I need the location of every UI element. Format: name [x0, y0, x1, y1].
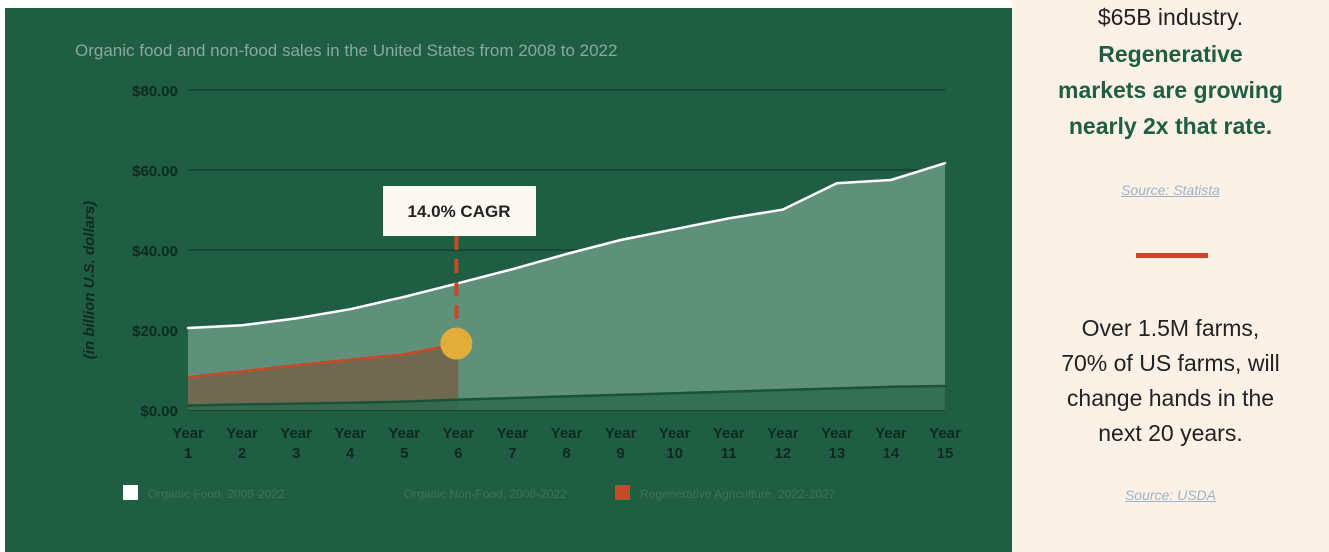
y-axis-label: (in billion U.S. dollars) — [81, 201, 98, 359]
x-tick-label: Year 13 — [821, 425, 853, 462]
divider-bar — [1136, 253, 1208, 258]
legend-label: Organic Food, 2008-2022 — [148, 487, 285, 501]
organic-non-food-point — [187, 404, 189, 407]
x-tick-label: Year 3 — [280, 425, 312, 462]
organic-non-food-point — [241, 403, 244, 406]
legend-label: Organic Non-Food, 2008-2022 — [404, 487, 567, 501]
organic-non-food-point — [511, 397, 514, 399]
y-tick-label: $0.00 — [140, 403, 178, 420]
y-tick-label: $40.00 — [132, 243, 178, 260]
area-chart: $0.00 $20.00 $40.00 $60.00 $80.00 14.0% CAGR Y… — [81, 83, 961, 501]
x-tick-label: Year 6 — [443, 425, 475, 462]
organic-food-point — [781, 208, 784, 211]
regenerative-growth-text: Regenerative markets are growing nearly … — [1058, 41, 1283, 139]
regenerative-line — [187, 342, 459, 379]
organic-food-point — [889, 178, 893, 182]
regenerative-area — [188, 343, 459, 410]
organic-food-point — [943, 162, 947, 165]
organic-food-point — [673, 228, 676, 231]
x-tick-label: Year 5 — [388, 425, 420, 462]
organic-food-point — [619, 238, 622, 242]
legend-label: Regenerative Agriculture, 2022-2027 — [640, 487, 836, 501]
organic-food-point — [186, 326, 190, 330]
organic-food-point — [835, 182, 839, 185]
organic-non-food-point — [889, 385, 892, 388]
regenerative-endpoint-marker — [440, 327, 473, 360]
organic-food-point — [294, 317, 298, 320]
organic-non-food-point — [349, 401, 352, 404]
x-tick-label: Year 12 — [767, 425, 799, 462]
x-tick-label: Year 10 — [659, 425, 691, 462]
organic-non-food-point — [727, 390, 730, 393]
x-tick-label: Year 1 — [172, 425, 204, 462]
source-statista-link[interactable]: Source: Statista — [1121, 182, 1220, 198]
organic-food-point — [240, 324, 244, 327]
organic-non-food-point — [781, 389, 784, 391]
y-tick-label: $80.00 — [132, 83, 178, 100]
organic-food-point — [349, 308, 352, 311]
organic-food-point — [565, 252, 568, 256]
organic-non-food-point — [835, 387, 838, 390]
x-tick-label: Year 11 — [713, 425, 745, 462]
organic-non-food-point — [673, 392, 676, 395]
source-usda-link[interactable]: Source: USDA — [1124, 487, 1217, 503]
legend-swatch — [615, 485, 630, 500]
legend-swatch — [123, 485, 138, 500]
info-panel: $65B industry. Regenerative markets are … — [1012, 0, 1329, 552]
chart-title: Organic food and non-food sales in the U… — [75, 41, 618, 60]
x-tick-label: Year 15 — [929, 425, 961, 462]
organic-food-area — [188, 163, 945, 410]
x-tick-label: Year 8 — [551, 425, 583, 462]
x-tick-label: Year 14 — [875, 425, 907, 462]
x-tick-label: Year 2 — [226, 425, 258, 462]
cagr-label-box — [383, 186, 536, 236]
organic-food-point — [403, 295, 406, 298]
farms-change-hands-text: Over 1.5M farms, 70% of US farms, will c… — [1061, 315, 1280, 446]
organic-non-food-point — [457, 398, 460, 401]
organic-non-food-point — [944, 385, 946, 387]
y-tick-label: $60.00 — [132, 163, 178, 180]
industry-size-text: $65B industry. — [1097, 4, 1244, 30]
x-tick-label: Year 9 — [605, 425, 637, 462]
organic-non-food-point — [565, 395, 568, 398]
x-tick-label: Year 4 — [334, 425, 366, 462]
x-tick-label: Year 7 — [497, 425, 529, 462]
chart-panel: $0.00 $20.00 $40.00 $60.00 $80.00 14.0% CAGR Y… — [5, 8, 1012, 552]
cagr-label: 14.0% CAGR — [408, 202, 511, 221]
organic-food-point — [727, 217, 730, 220]
organic-non-food-point — [403, 400, 406, 403]
legend-swatch — [379, 485, 394, 500]
organic-food-point — [511, 268, 514, 271]
y-tick-label: $20.00 — [132, 323, 178, 340]
organic-non-food-point — [295, 402, 298, 405]
organic-non-food-point — [619, 393, 622, 396]
